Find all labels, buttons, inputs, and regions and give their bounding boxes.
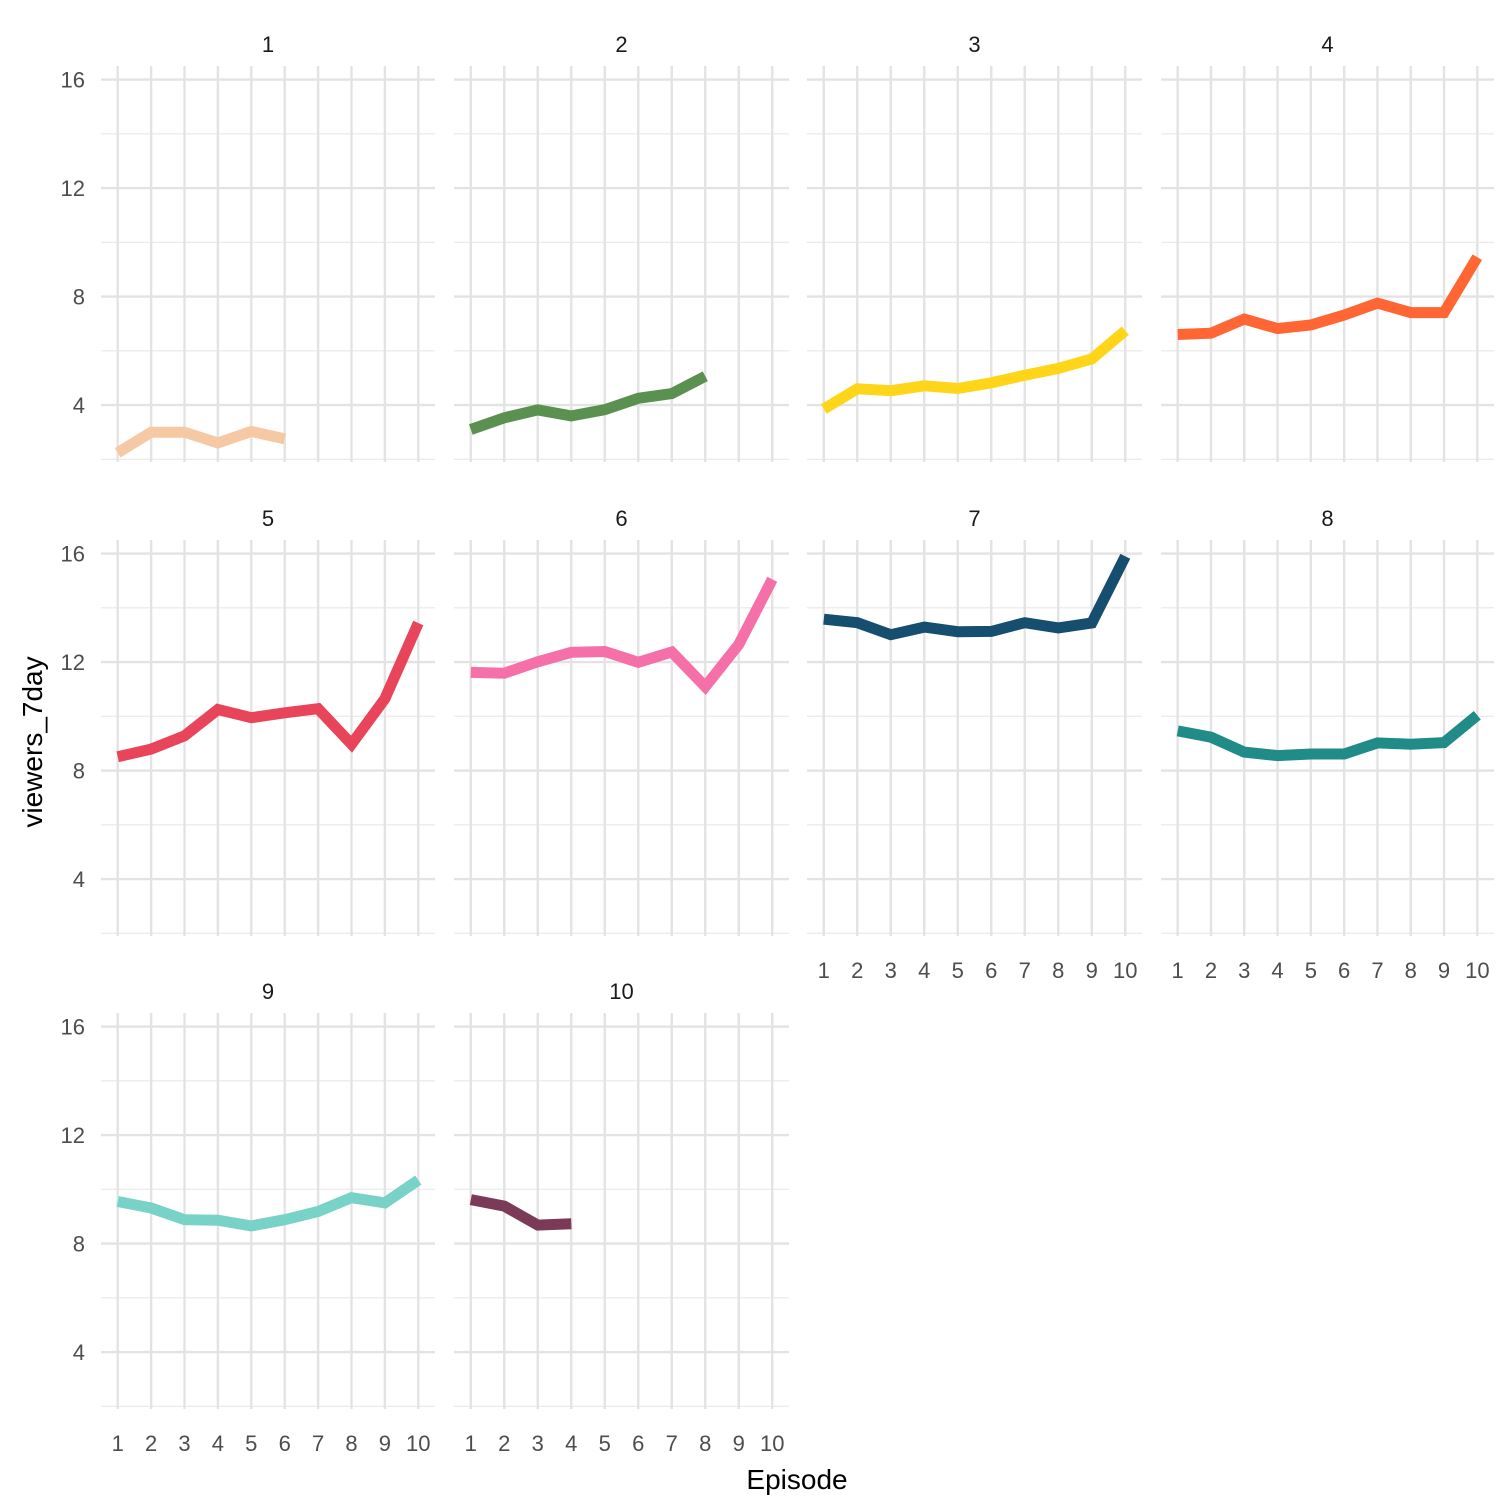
y-tick-label: 16 [61, 542, 85, 567]
x-tick-label: 4 [918, 958, 930, 983]
x-tick-label: 6 [985, 958, 997, 983]
x-tick-label: 2 [145, 1431, 157, 1456]
facet-strip-label: 1 [262, 32, 274, 57]
y-tick-label: 4 [73, 867, 85, 892]
panel-8: 81 2 3 4 5 6 7 8 9 10 [1161, 506, 1494, 983]
x-tick-label: 1 [465, 1431, 477, 1456]
facet-strip-label: 7 [968, 506, 980, 531]
x-tick-label: 2 [1205, 958, 1217, 983]
x-tick-label: 3 [1238, 958, 1250, 983]
series-line-2 [468, 371, 708, 435]
series-line-4 [1177, 254, 1483, 340]
panel-2: 2 [454, 32, 789, 462]
y-tick-label: 8 [73, 285, 85, 310]
x-tick-label: 3 [532, 1431, 544, 1456]
x-tick-label: 5 [599, 1431, 611, 1456]
x-tick-label: 6 [1338, 958, 1350, 983]
y-tick-label: 4 [73, 1340, 85, 1365]
series-line-10 [469, 1194, 572, 1231]
x-tick-label: 8 [1052, 958, 1064, 983]
x-tick-label: 6 [279, 1431, 291, 1456]
y-axis-title: viewers_7day [17, 656, 48, 827]
x-tick-label: 5 [1305, 958, 1317, 983]
x-tick-label: 6 [632, 1431, 644, 1456]
facet-strip-label: 5 [262, 506, 274, 531]
y-tick-label: 4 [73, 393, 85, 418]
panel-5: 5 4 8 12 16 [61, 506, 435, 936]
x-tick-label: 5 [952, 958, 964, 983]
x-tick-label: 9 [379, 1431, 391, 1456]
series-line-6 [470, 576, 778, 696]
x-tick-label: 10 [1465, 958, 1489, 983]
facet-strip-label: 3 [968, 32, 980, 57]
facet-strip-label: 2 [615, 32, 627, 57]
panel-6: 6 [454, 506, 789, 936]
panel-7: 71 2 3 4 5 6 7 8 9 10 [807, 506, 1142, 983]
series-line-1 [114, 425, 286, 458]
series-line-5 [116, 620, 424, 763]
x-tick-label: 3 [178, 1431, 190, 1456]
y-tick-label: 12 [61, 176, 85, 201]
x-tick-label: 10 [1113, 958, 1137, 983]
x-tick-label: 2 [498, 1431, 510, 1456]
y-tick-label: 8 [73, 759, 85, 784]
x-tick-label: 4 [1271, 958, 1283, 983]
panel-3: 3 [807, 32, 1142, 462]
x-tick-label: 10 [760, 1431, 784, 1456]
x-axis-title: Episode [746, 1464, 847, 1495]
x-tick-label: 1 [818, 958, 830, 983]
x-tick-label: 5 [245, 1431, 257, 1456]
x-tick-label: 1 [1172, 958, 1184, 983]
series-line-9 [116, 1175, 422, 1232]
y-tick-label: 16 [61, 68, 85, 93]
panel-4: 4 [1161, 32, 1494, 462]
panel-1: 1 4 8 12 16 [61, 32, 435, 462]
x-tick-label: 7 [1019, 958, 1031, 983]
panel-10: 10 1 2 3 4 5 6 7 8 9 10 [454, 979, 789, 1456]
facet-strip-label: 6 [615, 506, 627, 531]
x-tick-label: 8 [1405, 958, 1417, 983]
y-tick-label: 16 [61, 1015, 85, 1040]
facet-strip-label: 10 [609, 979, 633, 1004]
facet-strip-label: 8 [1321, 506, 1333, 531]
series-line-7 [823, 553, 1131, 641]
x-tick-label: 10 [406, 1431, 430, 1456]
x-tick-label: 7 [666, 1431, 678, 1456]
x-tick-label: 4 [565, 1431, 577, 1456]
x-tick-label: 8 [345, 1431, 357, 1456]
x-tick-label: 2 [851, 958, 863, 983]
facet-strip-label: 4 [1321, 32, 1333, 57]
x-tick-label: 9 [1086, 958, 1098, 983]
x-tick-label: 9 [1438, 958, 1450, 983]
x-tick-label: 7 [312, 1431, 324, 1456]
x-tick-label: 9 [733, 1431, 745, 1456]
y-tick-label: 12 [61, 1123, 85, 1148]
x-tick-label: 8 [699, 1431, 711, 1456]
series-line-8 [1176, 710, 1481, 762]
series-line-3 [820, 326, 1129, 414]
x-tick-label: 1 [112, 1431, 124, 1456]
y-tick-label: 12 [61, 650, 85, 675]
y-tick-label: 8 [73, 1232, 85, 1257]
facet-strip-label: 9 [262, 979, 274, 1004]
x-tick-label: 7 [1371, 958, 1383, 983]
x-tick-label: 4 [212, 1431, 224, 1456]
x-tick-label: 3 [885, 958, 897, 983]
